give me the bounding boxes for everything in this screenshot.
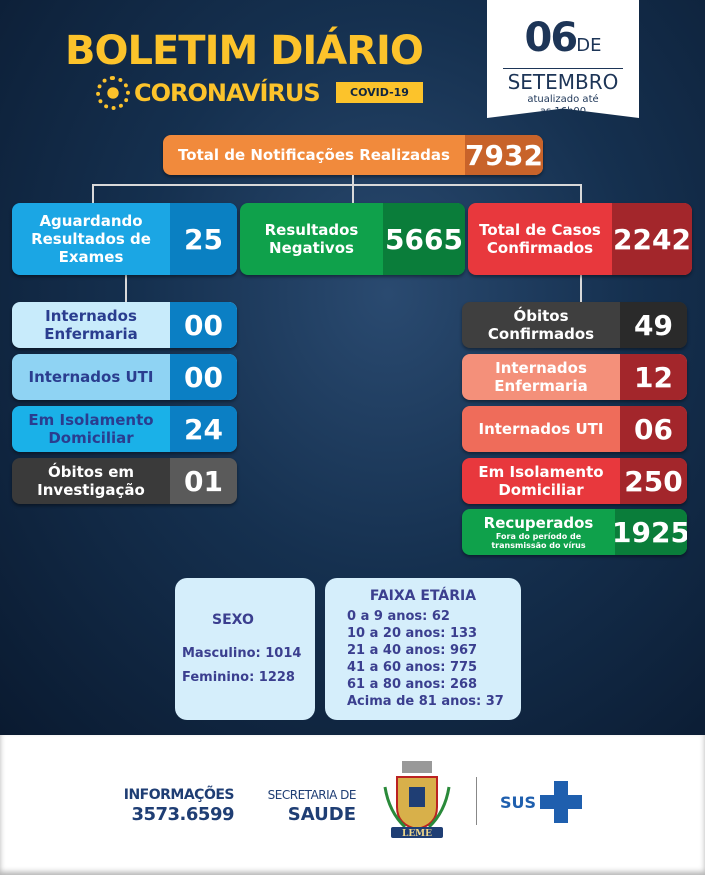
total-notifications: Total de Notificações Realizadas 7932 (163, 135, 543, 175)
city-crest-logo: LEME (377, 757, 457, 842)
bulletin-title: BOLETIM DIÁRIO (65, 28, 424, 74)
secretaria-logo: SECRETARIA DE SAUDE (267, 788, 357, 825)
right-internados-uti: Internados UTI 06 (462, 406, 687, 452)
left-obitos-investigacao: Óbitos em Investigação 01 (12, 458, 237, 504)
age-item: 21 a 40 anos: 967 (347, 643, 478, 658)
confirmed-cases: Total de Casos Confirmados 2242 (468, 203, 692, 275)
date-box: 06DE SETEMBRO atualizado até as 16h00 (487, 0, 639, 118)
right-isolamento: Em Isolamento Domiciliar 250 (462, 458, 687, 504)
connector-line (352, 175, 354, 185)
virus-icon (96, 76, 130, 110)
info-block: INFORMAÇÕES 3573.6599 (120, 785, 235, 825)
sex-title: SEXO (212, 612, 254, 628)
age-item: 0 a 9 anos: 62 (347, 609, 450, 624)
connector-line (92, 184, 94, 203)
sex-panel: SEXO Masculino: 1014 Feminino: 1228 (175, 578, 315, 720)
left-internados-uti: Internados UTI 00 (12, 354, 237, 400)
age-panel: FAIXA ETÁRIA 0 a 9 anos: 62 10 a 20 anos… (325, 578, 521, 720)
crest-text: LEME (402, 829, 432, 839)
age-title: FAIXA ETÁRIA (369, 588, 477, 604)
sex-item: Feminino: 1228 (182, 670, 295, 685)
divider (476, 777, 477, 825)
right-obitos-confirmados: Óbitos Confirmados 49 (462, 302, 687, 348)
connector-line (352, 184, 354, 203)
sus-logo: SUS (500, 781, 583, 823)
left-internados-enfermaria: Internados Enfermaria 00 (12, 302, 237, 348)
right-recuperados: Recuperados Fora do período de transmiss… (462, 509, 687, 555)
connector-line (125, 275, 127, 302)
age-item: 10 a 20 anos: 133 (347, 626, 478, 641)
age-item: 41 a 60 anos: 775 (347, 660, 478, 675)
covid-tag: COVID-19 (336, 82, 423, 103)
info-phone: 3573.6599 (131, 804, 234, 825)
connector-line (92, 184, 582, 186)
coronavirus-heading: CORONAVÍRUS (96, 76, 321, 110)
sus-cross-icon (540, 781, 583, 823)
right-internados-enfermaria: Internados Enfermaria 12 (462, 354, 687, 400)
connector-line (580, 275, 582, 302)
awaiting-results: Aguardando Resultados de Exames 25 (12, 203, 237, 275)
connector-line (580, 184, 582, 203)
footer: INFORMAÇÕES 3573.6599 SECRETARIA DE SAUD… (0, 735, 705, 875)
info-label: INFORMAÇÕES (123, 787, 235, 803)
left-isolamento: Em Isolamento Domiciliar 24 (12, 406, 237, 452)
sex-item: Masculino: 1014 (182, 646, 302, 661)
age-item: Acima de 81 anos: 37 (347, 694, 504, 709)
age-list: 0 a 9 anos: 62 10 a 20 anos: 133 21 a 40… (325, 608, 521, 710)
negative-results: Resultados Negativos 5665 (240, 203, 465, 275)
age-item: 61 a 80 anos: 268 (347, 677, 478, 692)
